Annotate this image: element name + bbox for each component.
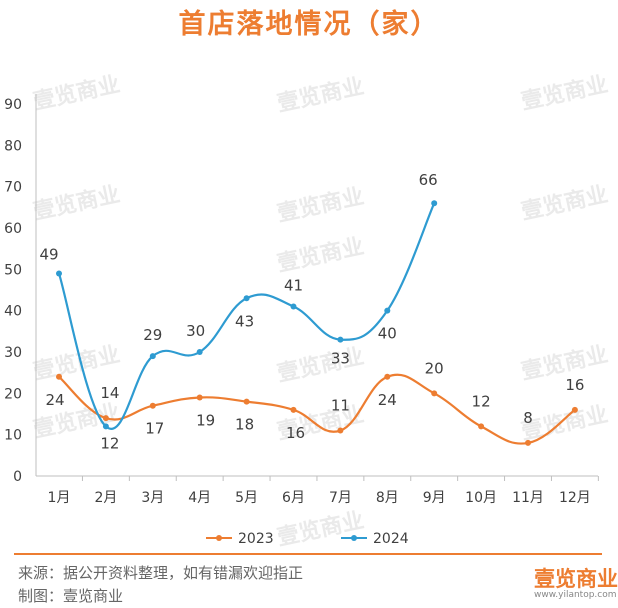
data-label-2024: 66 (419, 171, 438, 189)
data-point-2024 (102, 423, 109, 430)
data-label-2023: 24 (378, 391, 397, 409)
x-tick-label: 1月 (48, 490, 71, 506)
brand-url: www.yilantop.com (534, 590, 617, 600)
x-tick-label: 3月 (141, 490, 164, 506)
data-label-2023: 24 (45, 391, 64, 409)
y-tick-label: 10 (4, 428, 22, 444)
brand-logo: 壹览商业 (534, 567, 618, 591)
data-label-2023: 20 (425, 359, 444, 377)
data-point-2023 (243, 398, 250, 405)
data-point-2024 (290, 303, 297, 310)
watermark-text: 壹览商业 (519, 71, 610, 115)
data-point-2023 (384, 373, 391, 380)
chart-legend: 2023 2024 (206, 531, 409, 547)
data-label-2024: 12 (100, 434, 119, 452)
data-point-2024 (56, 270, 62, 277)
data-label-2024: 41 (284, 277, 303, 295)
y-tick-label: 40 (4, 304, 22, 320)
data-point-2024 (337, 336, 344, 343)
data-point-2023 (149, 402, 156, 409)
data-label-2023: 18 (235, 416, 254, 434)
watermark-text: 壹览商业 (519, 181, 610, 225)
data-label-2023: 12 (472, 392, 491, 410)
footer-divider (14, 553, 602, 555)
data-label-2023: 8 (523, 409, 533, 427)
data-point-2023 (102, 415, 109, 422)
data-label-2024: 29 (143, 326, 162, 344)
data-label-2024: 33 (331, 350, 350, 368)
watermark-text: 壹览商业 (275, 343, 366, 387)
data-label-2023: 16 (286, 424, 305, 442)
x-tick-label: 11月 (512, 490, 544, 506)
data-label-2023: 11 (331, 397, 350, 415)
legend-marker-2023 (216, 535, 222, 541)
watermark-text: 壹览商业 (31, 71, 122, 115)
x-tick-label: 9月 (423, 490, 446, 506)
y-tick-label: 80 (4, 138, 22, 154)
chart-axes: 0 10 20 30 40 50 60 70 80 90 1月 2月 3月 4月 5月 6月 7月 8月 9月 10月… (4, 94, 599, 506)
y-tick-label: 30 (4, 345, 22, 361)
data-label-2023: 16 (565, 376, 584, 394)
x-tick-label: 7月 (329, 490, 352, 506)
x-tick-label: 4月 (188, 490, 211, 506)
data-point-2024 (384, 307, 391, 314)
data-point-2024 (196, 349, 203, 355)
x-tick-label: 8月 (376, 490, 399, 506)
data-point-2023 (571, 406, 578, 413)
legend-label-2023: 2023 (238, 531, 274, 547)
y-tick-label: 20 (4, 386, 22, 402)
x-tick-label: 2月 (94, 490, 117, 506)
data-point-2023 (196, 394, 203, 401)
legend-marker-2024 (351, 535, 357, 541)
data-point-2023 (290, 406, 297, 413)
data-point-2023 (478, 423, 485, 430)
watermark-text: 壹览商业 (31, 181, 122, 225)
data-point-2023 (56, 373, 62, 380)
watermark-text: 壹览商业 (275, 73, 366, 117)
source-note: 来源：据公开资料整理，如有错漏欢迎指正 (18, 564, 304, 582)
watermark-text: 壹览商业 (275, 183, 366, 227)
x-tick-label: 10月 (465, 490, 497, 506)
y-tick-label: 50 (4, 262, 22, 278)
y-tick-label: 90 (4, 97, 22, 113)
data-label-2024: 30 (186, 322, 205, 340)
y-tick-label: 0 (13, 469, 22, 485)
data-point-2023 (525, 439, 531, 446)
producer-note: 制图：壹览商业 (18, 587, 124, 605)
series-layer (56, 200, 578, 446)
watermark-text: 壹览商业 (275, 507, 366, 551)
data-point-2024 (149, 353, 156, 360)
legend-label-2024: 2024 (373, 531, 409, 547)
x-tick-label: 12月 (559, 490, 591, 506)
y-tick-label: 70 (4, 180, 22, 196)
x-tick-label: 5月 (235, 490, 258, 506)
data-labels-layer: 24 14 17 19 18 16 11 24 20 12 8 16 49 12 29 30 43 41 33 40 6… (39, 171, 584, 452)
y-tick-label: 60 (4, 221, 22, 237)
data-point-2024 (431, 200, 438, 207)
data-point-2023 (337, 427, 344, 434)
data-label-2023: 19 (196, 411, 215, 429)
data-point-2023 (431, 390, 438, 397)
chart-title: 首店落地情况（家） (178, 9, 440, 40)
data-label-2023: 17 (145, 420, 164, 438)
data-point-2024 (243, 295, 250, 302)
data-label-2024: 40 (378, 325, 397, 343)
x-tick-label: 6月 (282, 490, 305, 506)
watermark-text: 壹览商业 (275, 233, 366, 277)
data-label-2024: 49 (39, 245, 58, 263)
data-label-2024: 43 (235, 312, 254, 330)
data-label-2023: 14 (100, 384, 119, 402)
